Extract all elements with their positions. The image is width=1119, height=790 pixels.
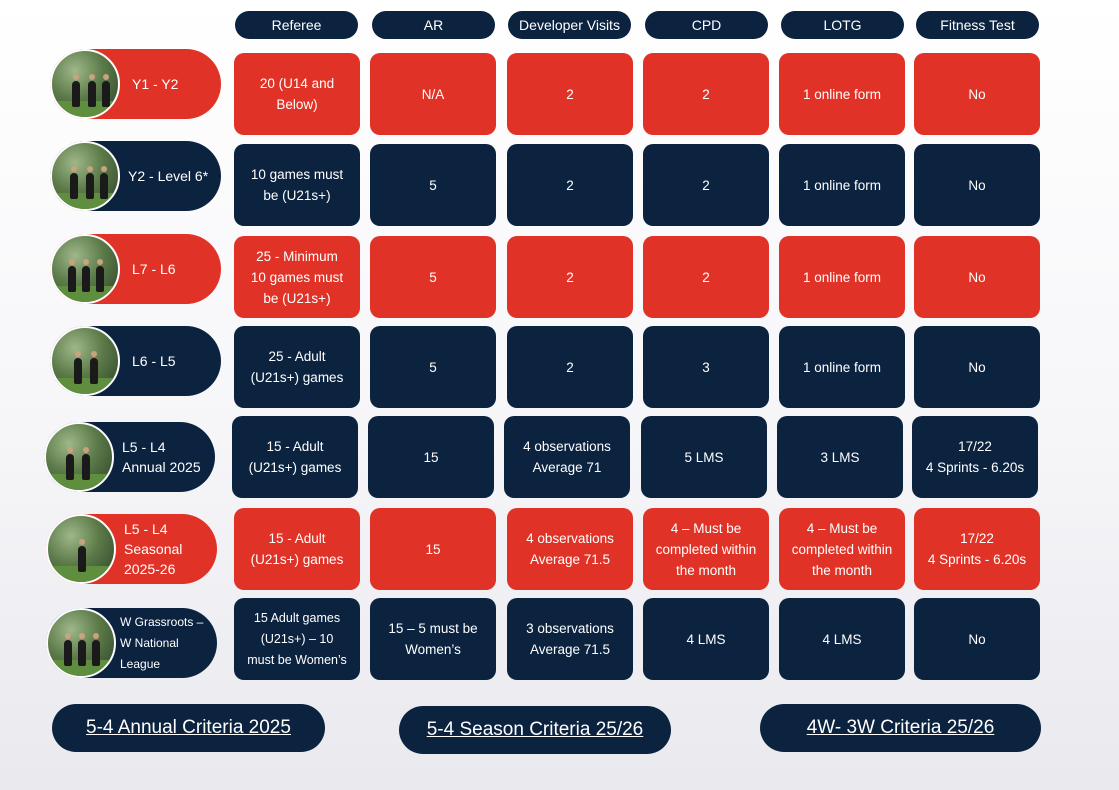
header-referee: Referee bbox=[235, 11, 358, 39]
cell-r3-cpd: 3 bbox=[643, 326, 769, 408]
cell-r0-fitness-test: No bbox=[914, 53, 1040, 135]
row-label-text: L5 - L4 Annual 2025 bbox=[122, 439, 201, 475]
cell-r4-cpd: 5 LMS bbox=[641, 416, 767, 498]
cell-r0-developer-visits: 2 bbox=[507, 53, 633, 135]
header-ar: AR bbox=[372, 11, 495, 39]
cell-r1-developer-visits: 2 bbox=[507, 144, 633, 226]
row-label-text: L6 - L5 bbox=[132, 353, 176, 369]
cell-r1-ar: 5 bbox=[370, 144, 496, 226]
cell-r6-ar: 15 – 5 must be Women’s bbox=[370, 598, 496, 680]
women-criteria-25-26-link[interactable]: 4W- 3W Criteria 25/26 bbox=[760, 704, 1041, 752]
cell-r6-referee: 15 Adult games (U21s+) – 10 must be Wome… bbox=[234, 598, 360, 680]
cell-r6-developer-visits: 3 observations Average 71.5 bbox=[507, 598, 633, 680]
row-label-text: Y2 - Level 6* bbox=[128, 168, 209, 184]
row-label-y2-level6: Y2 - Level 6* bbox=[50, 141, 221, 211]
cell-r1-fitness-test: No bbox=[914, 144, 1040, 226]
row-label-w-grassroots: W Grassroots – W National League bbox=[46, 608, 217, 678]
cell-r2-lotg: 1 online form bbox=[779, 236, 905, 318]
header-cpd: CPD bbox=[645, 11, 768, 39]
cell-r5-referee: 15 - Adult (U21s+) games bbox=[234, 508, 360, 590]
header-fitness-test: Fitness Test bbox=[916, 11, 1039, 39]
cell-r3-referee: 25 - Adult (U21s+) games bbox=[234, 326, 360, 408]
referee-photo-icon bbox=[44, 422, 114, 492]
cell-r0-lotg: 1 online form bbox=[779, 53, 905, 135]
cell-r1-lotg: 1 online form bbox=[779, 144, 905, 226]
referee-photo-icon bbox=[50, 326, 120, 396]
row-label-y1-y2: Y1 - Y2 bbox=[50, 49, 221, 119]
cell-r2-ar: 5 bbox=[370, 236, 496, 318]
row-label-text: W Grassroots – W National League bbox=[120, 614, 204, 671]
cell-r6-cpd: 4 LMS bbox=[643, 598, 769, 680]
annual-criteria-2025-link[interactable]: 5-4 Annual Criteria 2025 bbox=[52, 704, 325, 752]
row-label-text: L7 - L6 bbox=[132, 261, 176, 277]
row-label-text: Y1 - Y2 bbox=[132, 76, 179, 92]
cell-r0-ar: N/A bbox=[370, 53, 496, 135]
cell-r3-ar: 5 bbox=[370, 326, 496, 408]
cell-r0-cpd: 2 bbox=[643, 53, 769, 135]
cell-r6-fitness-test: No bbox=[914, 598, 1040, 680]
row-label-l7-l6: L7 - L6 bbox=[50, 234, 221, 304]
cell-r1-referee: 10 games must be (U21s+) bbox=[234, 144, 360, 226]
row-label-l5-l4-seasonal: L5 - L4 Seasonal 2025-26 bbox=[46, 514, 217, 584]
season-criteria-25-26-link[interactable]: 5-4 Season Criteria 25/26 bbox=[399, 706, 671, 754]
cell-r3-developer-visits: 2 bbox=[507, 326, 633, 408]
referee-photo-icon bbox=[50, 49, 120, 119]
cell-r2-referee: 25 - Minimum 10 games must be (U21s+) bbox=[234, 236, 360, 318]
cell-r5-fitness-test: 17/22 4 Sprints - 6.20s bbox=[914, 508, 1040, 590]
cell-r4-ar: 15 bbox=[368, 416, 494, 498]
cell-r2-developer-visits: 2 bbox=[507, 236, 633, 318]
cell-r2-cpd: 2 bbox=[643, 236, 769, 318]
header-developer-visits: Developer Visits bbox=[508, 11, 631, 39]
cell-r6-lotg: 4 LMS bbox=[779, 598, 905, 680]
header-lotg: LOTG bbox=[781, 11, 904, 39]
cell-r3-fitness-test: No bbox=[914, 326, 1040, 408]
row-label-l6-l5: L6 - L5 bbox=[50, 326, 221, 396]
cell-r5-developer-visits: 4 observations Average 71.5 bbox=[507, 508, 633, 590]
cell-r5-lotg: 4 – Must be completed within the month bbox=[779, 508, 905, 590]
cell-r4-developer-visits: 4 observations Average 71 bbox=[504, 416, 630, 498]
cell-r4-fitness-test: 17/22 4 Sprints - 6.20s bbox=[912, 416, 1038, 498]
referee-photo-icon bbox=[50, 234, 120, 304]
referee-photo-icon bbox=[50, 141, 120, 211]
cell-r4-referee: 15 - Adult (U21s+) games bbox=[232, 416, 358, 498]
cell-r0-referee: 20 (U14 and Below) bbox=[234, 53, 360, 135]
row-label-text: L5 - L4 Seasonal 2025-26 bbox=[124, 521, 183, 577]
referee-photo-icon bbox=[46, 608, 116, 678]
referee-photo-icon bbox=[46, 514, 116, 584]
cell-r4-lotg: 3 LMS bbox=[777, 416, 903, 498]
cell-r1-cpd: 2 bbox=[643, 144, 769, 226]
cell-r5-ar: 15 bbox=[370, 508, 496, 590]
cell-r3-lotg: 1 online form bbox=[779, 326, 905, 408]
cell-r2-fitness-test: No bbox=[914, 236, 1040, 318]
row-label-l5-l4-annual: L5 - L4 Annual 2025 bbox=[44, 422, 215, 492]
cell-r5-cpd: 4 – Must be completed within the month bbox=[643, 508, 769, 590]
